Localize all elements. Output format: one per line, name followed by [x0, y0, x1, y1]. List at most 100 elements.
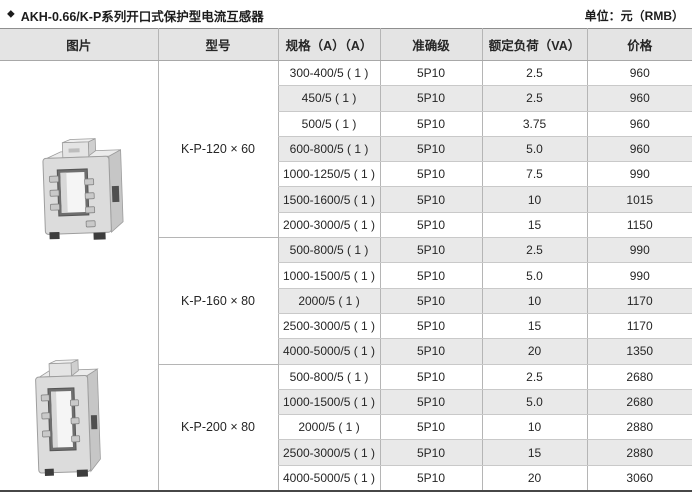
picture-column-content	[0, 61, 158, 490]
accuracy-cell: 5P10	[379, 313, 482, 340]
table-row: 500/5 ( 1 ) 5P10 3.75 960	[0, 111, 692, 137]
price-cell: 1170	[586, 288, 692, 314]
burden-cell: 15	[481, 212, 587, 239]
series-title-text: AKH-0.66/K-P系列开口式保护型电流互感器	[20, 9, 264, 24]
accuracy-cell: 5P10	[379, 389, 482, 416]
price-cell: 1350	[586, 338, 692, 365]
col-header-model: 型号	[157, 28, 278, 61]
burden-cell: 15	[481, 313, 587, 340]
price-cell: 2880	[586, 414, 692, 441]
accuracy-cell: 5P10	[379, 439, 482, 466]
price-cell: 2680	[586, 364, 692, 390]
accuracy-cell: 5P10	[379, 338, 482, 365]
col-header-rated-burden: 额定负荷（VA）	[481, 28, 587, 61]
burden-cell: 10	[481, 186, 587, 213]
table-row: 1000-1250/5 ( 1 ) 5P10 7.5 990	[0, 161, 692, 188]
model-cell: K-P-120 × 60	[157, 60, 278, 239]
price-cell: 960	[586, 85, 692, 112]
price-cell: 990	[586, 161, 692, 188]
accuracy-cell: 5P10	[379, 161, 482, 188]
table-header-row: 图片 型号 规格（A）（A） 准确级 额定负荷（VA） 价格	[0, 28, 692, 61]
table-row: K-P-200 × 80 500-800/5 ( 1 ) 5P10 2.5 2680	[0, 364, 692, 491]
spec-cell: 2000/5 ( 1 )	[277, 414, 380, 441]
unit-label: 单位：元（RMB）	[584, 8, 684, 23]
accuracy-cell: 5P10	[379, 85, 482, 112]
diamond-bullet-icon: ◆	[7, 8, 15, 20]
table-row: 2000-3000/5 ( 1 ) 5P10 15 1150	[0, 212, 692, 239]
burden-cell: 10	[481, 288, 587, 314]
price-cell: 1015	[586, 186, 692, 213]
price-cell: 3060	[586, 465, 692, 491]
burden-cell: 20	[481, 465, 587, 491]
price-table: 图片 型号 规格（A）（A） 准确级 额定负荷（VA） 价格	[0, 28, 692, 492]
spec-cell: 4000-5000/5 ( 1 )	[277, 465, 380, 491]
price-table-body: K-P-120 × 60 300-400/5 ( 1 ) 5P10 2.5 960 450…	[0, 60, 692, 491]
table-row: 4000-5000/5 ( 1 ) 5P10 20 1350	[0, 338, 692, 365]
table-row: 450/5 ( 1 ) 5P10 2.5 960	[0, 85, 692, 112]
accuracy-cell: 5P10	[379, 262, 482, 289]
spec-cell: 2500-3000/5 ( 1 )	[277, 313, 380, 340]
burden-cell: 2.5	[481, 60, 587, 87]
burden-cell: 2.5	[481, 85, 587, 112]
table-row: 1000-1500/5 ( 1 ) 5P10 5.0 990	[0, 262, 692, 289]
price-cell: 2680	[586, 389, 692, 416]
price-cell: 960	[586, 111, 692, 137]
page-title: ◆ AKH-0.66/K-P系列开口式保护型电流互感器	[7, 6, 264, 25]
table-row: 2000/5 ( 1 ) 5P10 10 1170	[0, 288, 692, 314]
burden-cell: 5.0	[481, 389, 587, 416]
price-cell: 960	[586, 136, 692, 163]
table-row: 2500-3000/5 ( 1 ) 5P10 15 2880	[0, 439, 692, 466]
spec-cell: 500-800/5 ( 1 )	[277, 237, 380, 264]
burden-cell: 15	[481, 439, 587, 466]
spec-cell: 1000-1500/5 ( 1 )	[277, 389, 380, 416]
accuracy-cell: 5P10	[379, 414, 482, 441]
price-cell: 2880	[586, 439, 692, 466]
table-row: 600-800/5 ( 1 ) 5P10 5.0 960	[0, 136, 692, 163]
price-cell: 990	[586, 262, 692, 289]
col-header-spec: 规格（A）（A）	[277, 28, 380, 61]
ct-product-photo-tall	[35, 359, 101, 477]
spec-cell: 450/5 ( 1 )	[277, 85, 380, 112]
accuracy-cell: 5P10	[379, 136, 482, 163]
price-cell: 990	[586, 237, 692, 264]
table-row: K-P-120 × 60 300-400/5 ( 1 ) 5P10 2.5 960	[0, 60, 692, 477]
accuracy-cell: 5P10	[379, 212, 482, 239]
ct-product-photo-small	[42, 138, 124, 240]
spec-cell: 2000-3000/5 ( 1 )	[277, 212, 380, 239]
burden-cell: 3.75	[481, 111, 587, 137]
title-bar: ◆ AKH-0.66/K-P系列开口式保护型电流互感器 单位：元（RMB）	[0, 0, 692, 28]
spec-cell: 300-400/5 ( 1 )	[277, 60, 380, 87]
burden-cell: 10	[481, 414, 587, 441]
spec-cell: 1000-1250/5 ( 1 )	[277, 161, 380, 188]
burden-cell: 2.5	[481, 237, 587, 264]
spec-cell: 4000-5000/5 ( 1 )	[277, 338, 380, 365]
accuracy-cell: 5P10	[379, 60, 482, 87]
table-row: 2000/5 ( 1 ) 5P10 10 2880	[0, 414, 692, 441]
price-cell: 1170	[586, 313, 692, 340]
spec-cell: 1000-1500/5 ( 1 )	[277, 262, 380, 289]
accuracy-cell: 5P10	[379, 237, 482, 264]
model-cell: K-P-200 × 80	[157, 364, 278, 491]
table-row: 2500-3000/5 ( 1 ) 5P10 15 1170	[0, 313, 692, 340]
spec-cell: 500/5 ( 1 )	[277, 111, 380, 137]
burden-cell: 5.0	[481, 262, 587, 289]
model-cell: K-P-160 × 80	[157, 237, 278, 365]
table-row: 1500-1600/5 ( 1 ) 5P10 10 1015	[0, 186, 692, 213]
table-row: K-P-160 × 80 500-800/5 ( 1 ) 5P10 2.5 990	[0, 237, 692, 365]
spec-cell: 2500-3000/5 ( 1 )	[277, 439, 380, 466]
burden-cell: 20	[481, 338, 587, 365]
accuracy-cell: 5P10	[379, 186, 482, 213]
col-header-accuracy-class: 准确级	[379, 28, 482, 61]
accuracy-cell: 5P10	[379, 111, 482, 137]
accuracy-cell: 5P10	[379, 288, 482, 314]
col-header-picture: 图片	[0, 28, 158, 61]
spec-cell: 600-800/5 ( 1 )	[277, 136, 380, 163]
spec-cell: 500-800/5 ( 1 )	[277, 364, 380, 390]
table-row: 4000-5000/5 ( 1 ) 5P10 20 3060	[0, 465, 692, 491]
picture-cell	[0, 61, 158, 491]
burden-cell: 5.0	[481, 136, 587, 163]
burden-cell: 7.5	[481, 161, 587, 188]
accuracy-cell: 5P10	[379, 465, 482, 491]
price-cell: 960	[586, 60, 692, 87]
